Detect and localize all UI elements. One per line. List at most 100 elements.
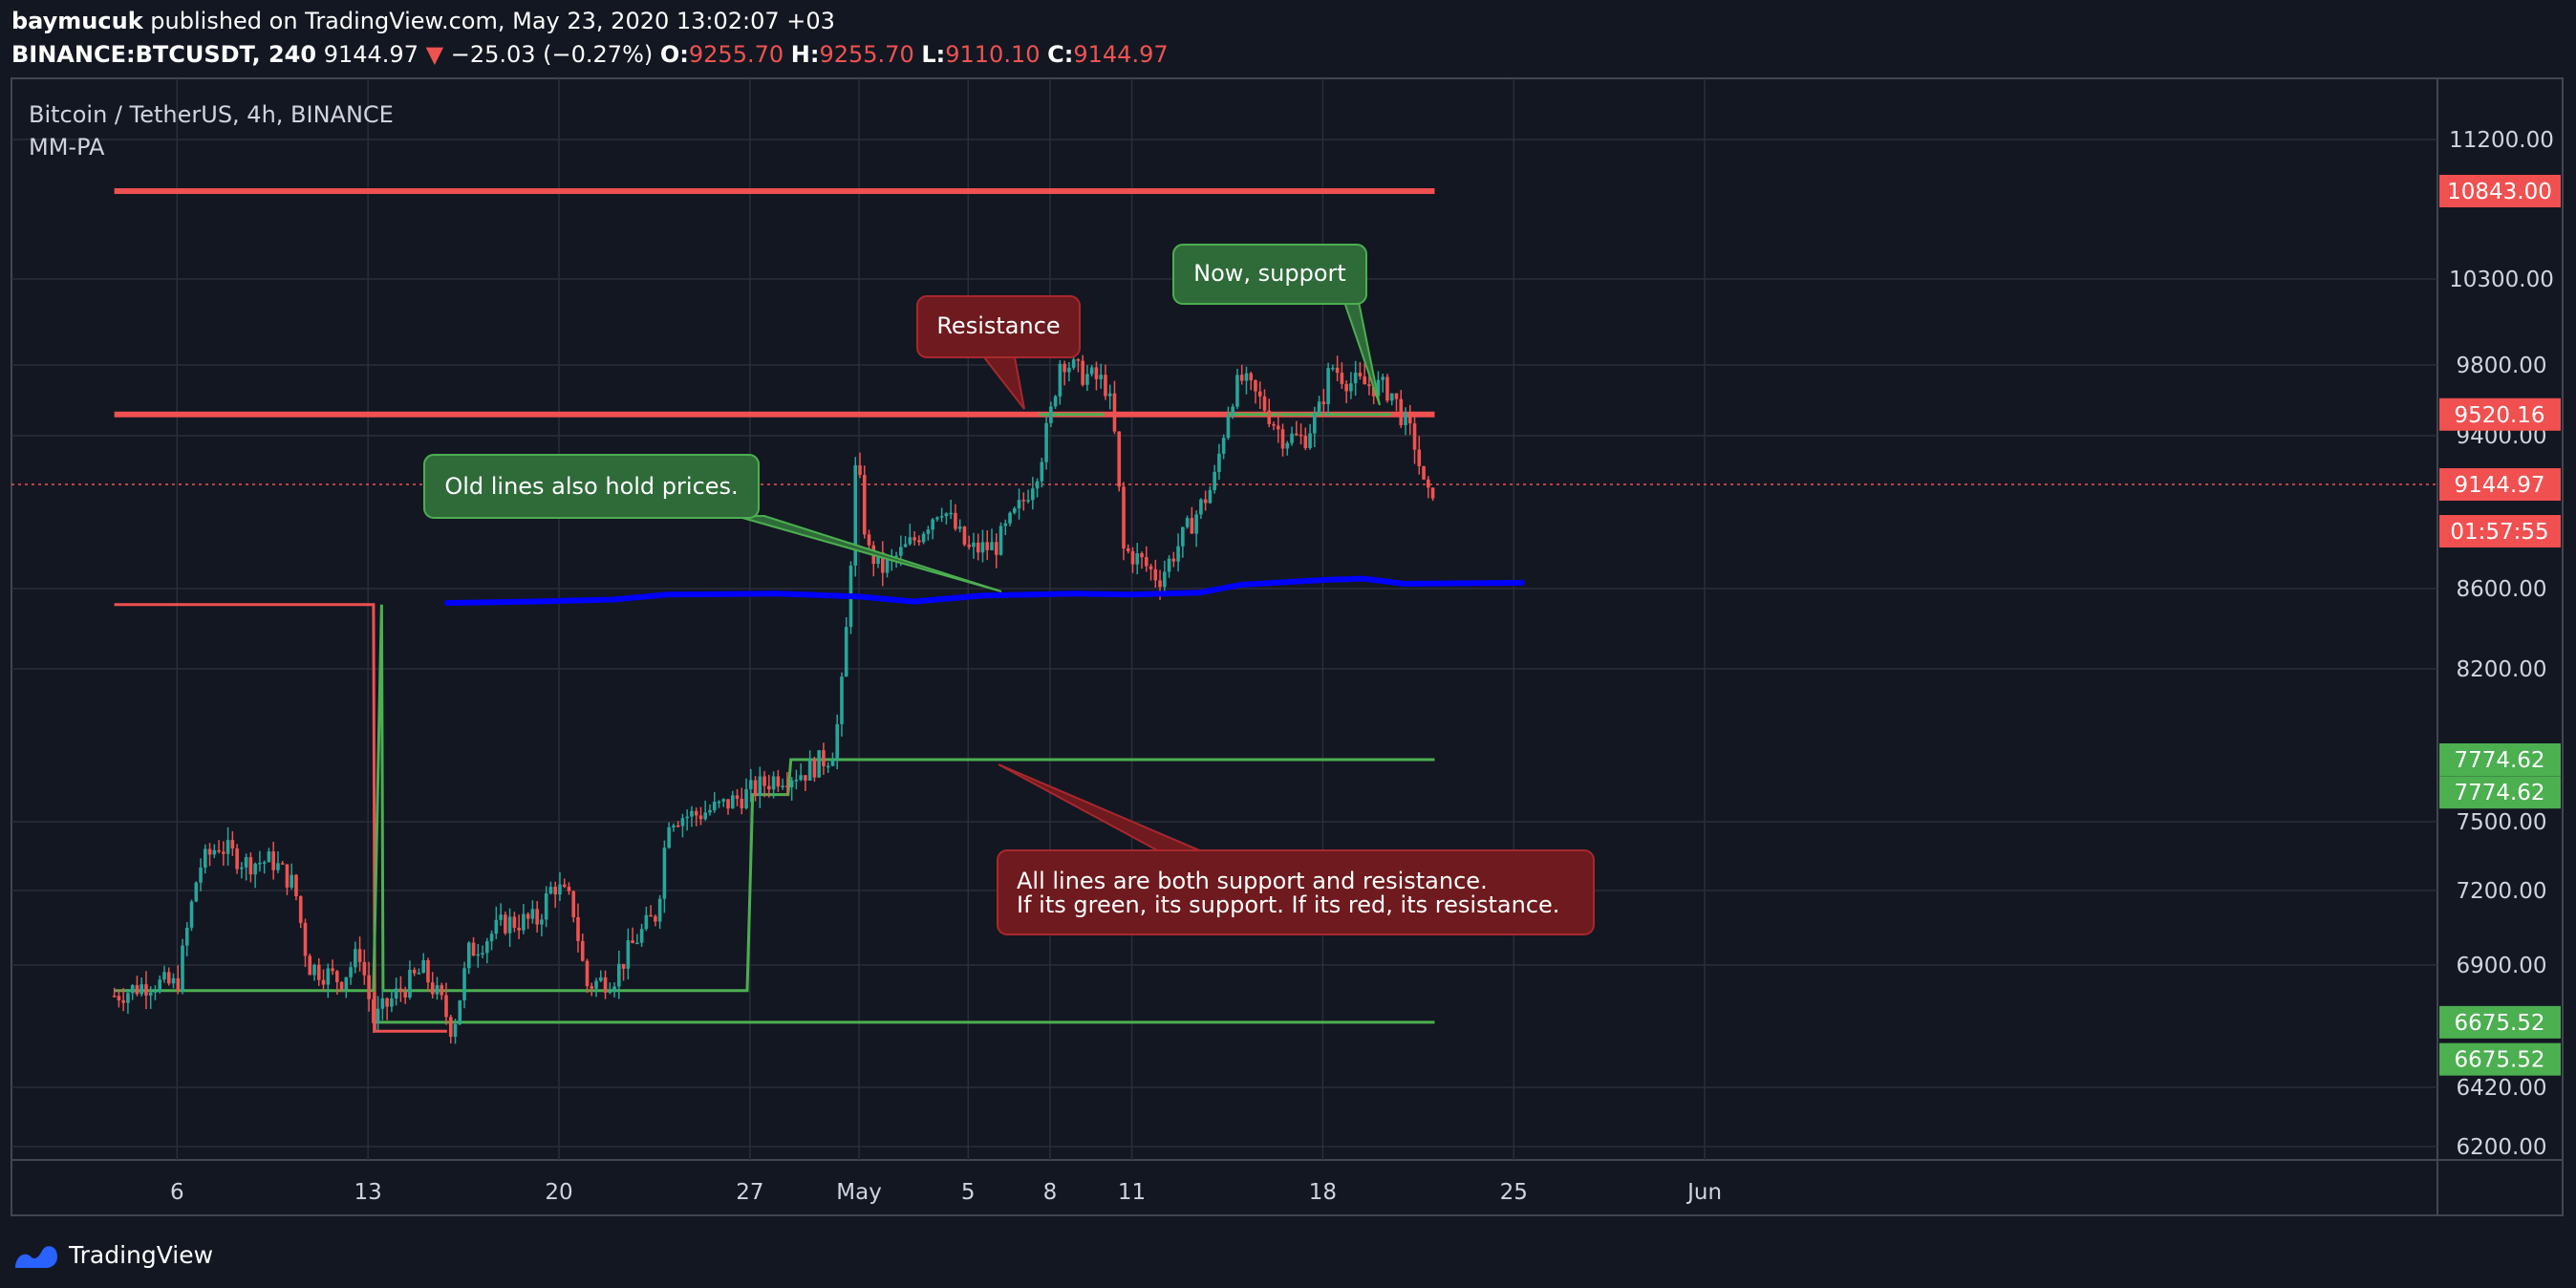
price-scale-label-box	[2439, 468, 2561, 502]
candle-down	[426, 959, 430, 983]
footer-brand[interactable]: TradingView	[11, 1235, 213, 1274]
candle-down	[526, 913, 530, 919]
candle-up	[899, 547, 903, 556]
annotation-old-lines[interactable]: Old lines also hold prices.	[423, 454, 1002, 592]
candle-down	[1126, 547, 1130, 552]
candle-down	[585, 960, 590, 987]
candle-down	[230, 840, 235, 848]
candle-down	[858, 464, 862, 476]
candle-up	[921, 533, 926, 543]
candle-down	[285, 864, 290, 888]
candle-up	[1163, 571, 1167, 588]
candle-up	[376, 1008, 380, 1023]
candle-up	[830, 759, 835, 766]
candle-down	[135, 985, 140, 995]
candle-up	[1221, 438, 1226, 454]
candle-up	[184, 927, 189, 946]
candle-down	[1153, 569, 1158, 581]
candle-up	[1353, 373, 1358, 384]
candle-down	[1112, 393, 1117, 432]
open-value: 9255.70	[688, 41, 784, 68]
candle-up	[544, 893, 548, 920]
candle-up	[1099, 375, 1103, 379]
candle-down	[1122, 486, 1126, 548]
candle-down	[985, 542, 990, 550]
price-axis[interactable]: 11200.0010300.009800.009400.008600.00820…	[2449, 128, 2554, 1160]
tradingview-logo-icon	[15, 1246, 57, 1268]
candle-down	[1335, 367, 1340, 374]
time-tick-label: May	[836, 1180, 882, 1205]
candle-down	[776, 776, 781, 787]
time-tick-label: 5	[961, 1180, 976, 1205]
candle-up	[672, 825, 676, 827]
last-price: 9144.97	[323, 41, 419, 68]
candle-up	[998, 526, 1003, 555]
candle-up	[171, 977, 176, 984]
candle-up	[1012, 508, 1017, 513]
candle-up	[344, 977, 349, 990]
candle-up	[685, 816, 689, 819]
candle-up	[1326, 368, 1330, 405]
candle-down	[222, 851, 225, 854]
candle-up	[594, 980, 598, 989]
candle-down	[1272, 423, 1276, 426]
candle-up	[1085, 374, 1089, 385]
candle-down	[444, 995, 448, 1018]
time-axis[interactable]: 6 13 20 27 May 5 8 11 18 25 Jun	[170, 1180, 1722, 1205]
annotation-resistance[interactable]: Resistance	[916, 295, 1081, 410]
candle-down	[1407, 412, 1412, 424]
candle-down	[1257, 391, 1262, 397]
candle-up	[1208, 489, 1213, 504]
candle-down	[1158, 580, 1162, 588]
price-change: −25.03 (−0.27%)	[450, 41, 654, 68]
candle-up	[481, 953, 484, 955]
candle-up	[1071, 359, 1076, 368]
candle-down	[880, 552, 885, 573]
candle-down	[1094, 367, 1099, 379]
publish-header: baymucuk published on TradingView.com, M…	[11, 8, 835, 34]
candle-down	[694, 810, 698, 816]
candle-down	[867, 534, 871, 546]
published-text: published on TradingView.com, May 23, 20…	[150, 8, 835, 34]
candle-down	[144, 984, 148, 996]
candle-down	[121, 999, 125, 1003]
candle-up	[799, 775, 803, 781]
candle-up	[349, 967, 353, 977]
price-tick-label: 6420.00	[2456, 1076, 2546, 1101]
candle-up	[1381, 376, 1385, 380]
candle-up	[690, 810, 694, 817]
callout-box	[1172, 244, 1367, 305]
author-name[interactable]: baymucuk	[11, 8, 143, 34]
candle-up	[1040, 462, 1044, 482]
candle-down	[471, 942, 476, 956]
candle-up	[408, 969, 412, 998]
time-tick-label: 18	[1309, 1180, 1337, 1205]
open-label: O:	[659, 41, 689, 68]
candle-up	[758, 776, 762, 796]
candle-up	[476, 954, 481, 956]
candle-up	[458, 1000, 462, 1024]
candle-up	[1290, 433, 1294, 443]
annotation-now-support[interactable]: Now, support	[1172, 244, 1381, 406]
candle-up	[225, 840, 230, 854]
annotation-all-lines[interactable]: All lines are both support and resistanc…	[997, 763, 1595, 935]
candle-up	[662, 848, 667, 899]
candle-down	[316, 964, 321, 980]
candle-down	[1021, 500, 1026, 502]
price-tick-label: 6900.00	[2456, 954, 2546, 978]
candle-up	[1181, 526, 1185, 547]
price-scale-label: 6675.52	[2454, 1048, 2544, 1073]
candle-down	[117, 996, 121, 1000]
annotation-text-line2: If its green, its support. If its red, i…	[1017, 891, 1559, 918]
price-scale-label-box	[2439, 776, 2561, 809]
candle-down	[1254, 379, 1257, 392]
candle-down	[176, 977, 181, 992]
candle-down	[321, 979, 326, 985]
candle-down	[1276, 425, 1280, 430]
candle-down	[994, 542, 998, 555]
candle-up	[944, 513, 949, 517]
price-tick-label: 11200.00	[2449, 128, 2554, 153]
candle-down	[621, 963, 626, 969]
candle-down	[512, 916, 517, 928]
